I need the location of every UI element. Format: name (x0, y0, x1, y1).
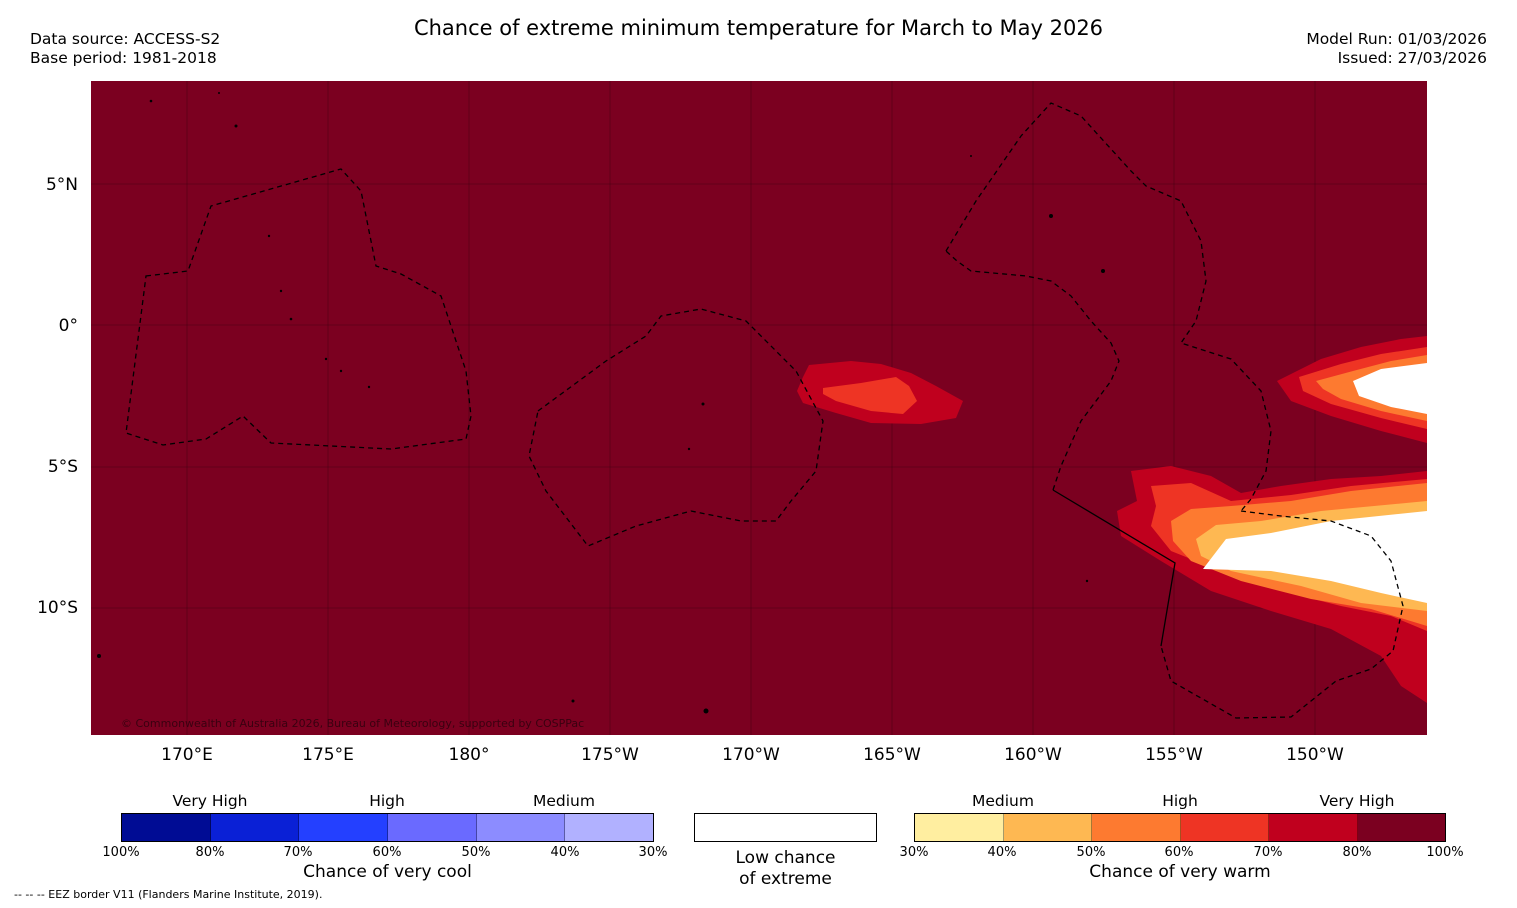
meta-left: Data source: ACCESS-S2 Base period: 1981… (30, 30, 220, 68)
cool-swatch-6 (565, 814, 654, 841)
map-panel: © Commonwealth of Australia 2026, Bureau… (91, 81, 1427, 735)
lon-label-180: 180° (448, 745, 490, 765)
lon-label-155w: 155°W (1145, 745, 1203, 765)
warm-cat-high: High (1162, 792, 1198, 810)
warm-tick: 70% (1253, 845, 1283, 860)
cool-cat-very-high: Very High (172, 792, 248, 810)
low-chance-line1: Low chance (735, 848, 836, 868)
warm-tick: 50% (1076, 845, 1106, 860)
cool-tick: 40% (550, 845, 580, 860)
lon-label-175w: 175°W (581, 745, 639, 765)
cool-colorbar (121, 813, 654, 842)
cool-tick: 100% (102, 845, 140, 860)
anomaly-patch-central-inner (823, 377, 917, 414)
map-background (91, 81, 1427, 735)
low-chance-swatch (694, 813, 877, 842)
warm-tick: 80% (1342, 845, 1372, 860)
meta-right: Model Run: 01/03/2026 Issued: 27/03/2026 (1306, 30, 1487, 68)
warm-tick: 40% (987, 845, 1017, 860)
anomaly-band-east-lower-white (1203, 511, 1427, 603)
warm-cat-medium: Medium (972, 792, 1034, 810)
cool-swatch-4 (388, 814, 477, 841)
lon-label-170w: 170°W (722, 745, 780, 765)
map-copyright: © Commonwealth of Australia 2026, Bureau… (121, 717, 584, 730)
cool-tick: 70% (283, 845, 313, 860)
warm-swatch-3 (1092, 814, 1181, 841)
warm-tick: 30% (899, 845, 929, 860)
islands (97, 92, 1105, 714)
solid-border (1052, 489, 1176, 647)
warm-swatch-2 (1003, 814, 1092, 841)
lon-label-160w: 160°W (1004, 745, 1062, 765)
lon-label-150w: 150°W (1286, 745, 1344, 765)
cool-swatch-2 (210, 814, 300, 841)
low-chance-line2: of extreme (739, 869, 832, 889)
warm-swatch-6 (1357, 814, 1445, 841)
lon-label-175e: 175°E (302, 745, 354, 765)
warm-tick: 60% (1164, 845, 1194, 860)
lat-label-5s: 5°S (47, 457, 78, 477)
anomaly-band-east-upper-4 (1353, 363, 1427, 414)
lat-label-0: 0° (58, 316, 78, 336)
cool-cat-high: High (369, 792, 405, 810)
issued-date: Issued: 27/03/2026 (1337, 49, 1487, 67)
warm-tick: 100% (1426, 845, 1464, 860)
base-period: Base period: 1981-2018 (30, 49, 217, 67)
warm-swatch-1 (915, 814, 1004, 841)
cool-swatch-1 (122, 814, 211, 841)
cool-swatch-3 (299, 814, 389, 841)
eez-borders (125, 102, 1404, 719)
low-chance-label: Low chance of extreme (694, 848, 877, 890)
cool-tick: 50% (461, 845, 491, 860)
cool-tick: 80% (195, 845, 225, 860)
map-svg: © Commonwealth of Australia 2026, Bureau… (91, 81, 1427, 735)
warm-swatch-4 (1180, 814, 1269, 841)
lon-label-170e: 170°E (161, 745, 213, 765)
model-run: Model Run: 01/03/2026 (1306, 30, 1487, 48)
warm-cat-very-high: Very High (1319, 792, 1395, 810)
cool-legend-title: Chance of very cool (303, 862, 472, 882)
cool-cat-medium: Medium (533, 792, 595, 810)
chart-title: Chance of extreme minimum temperature fo… (413, 16, 1104, 40)
lon-label-165w: 165°W (863, 745, 921, 765)
data-source: Data source: ACCESS-S2 (30, 30, 221, 48)
warm-swatch-5 (1269, 814, 1358, 841)
cool-tick: 60% (372, 845, 402, 860)
lat-label-5n: 5°N (45, 175, 78, 195)
cool-swatch-5 (476, 814, 566, 841)
cool-tick: 30% (638, 845, 668, 860)
warm-colorbar (914, 813, 1446, 842)
lat-label-10s: 10°S (37, 598, 78, 618)
warm-legend-title: Chance of very warm (1089, 862, 1271, 882)
eez-border-note: -- -- -- EEZ border V11 (Flanders Marine… (14, 888, 323, 901)
